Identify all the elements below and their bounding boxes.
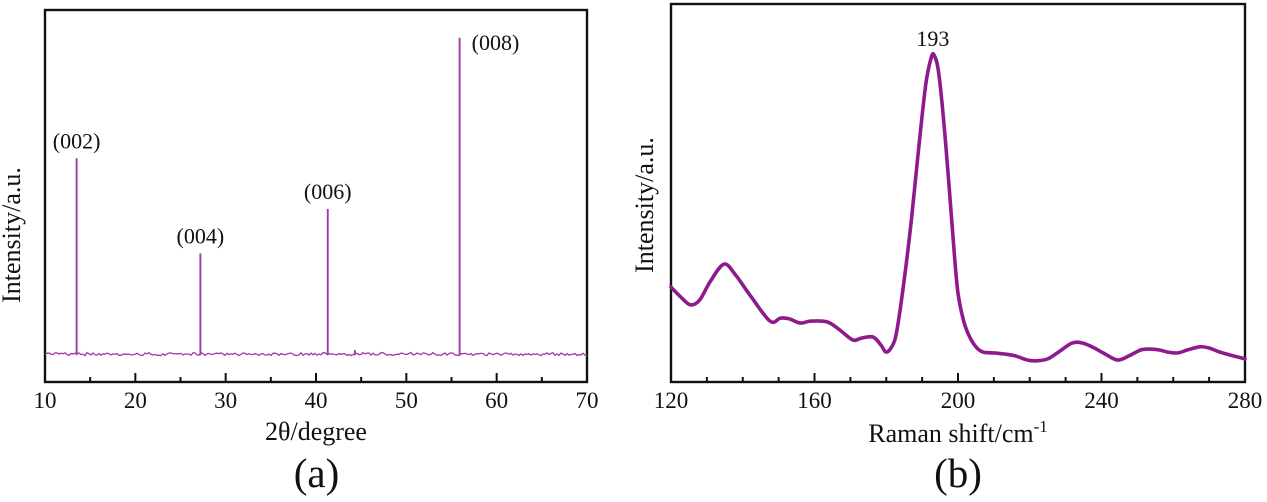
x-tick-label: 70 (576, 388, 599, 413)
peak-label: (002) (53, 128, 101, 153)
x-tick-label: 40 (305, 388, 328, 413)
panel-a-caption: (a) (293, 450, 340, 496)
panel-b-caption: (b) (934, 450, 982, 496)
x-tick-label: 280 (1228, 388, 1263, 413)
raman-panel: 120 160 200 240 280 Raman shift/cm-1 Intensity… (630, 0, 1267, 502)
raman-plot-svg: 120 160 200 240 280 Raman shift/cm-1 Intensity… (630, 2, 1263, 448)
x-tick-label: 200 (941, 388, 976, 413)
x-tick-label: 10 (34, 388, 57, 413)
xrd-baseline (44, 351, 588, 357)
y-axis-label: Intensity/a.u. (633, 137, 659, 273)
xrd-panel: 10 20 30 40 50 60 70 2θ/degree Intensity/a.u. (00… (0, 0, 633, 502)
peak-annotation: 193 (916, 26, 949, 51)
x-tick-label: 60 (485, 388, 508, 413)
x-tick-label: 160 (797, 388, 832, 413)
x-tick-label: 50 (395, 388, 418, 413)
x-tick-label: 20 (124, 388, 147, 413)
peak-label: (004) (177, 223, 225, 248)
x-tick-label: 120 (654, 388, 689, 413)
plot-border (669, 2, 1247, 384)
peak-label: (008) (472, 30, 520, 55)
raman-curve (669, 51, 1247, 363)
x-axis-label: 2θ/degree (265, 417, 367, 446)
peak-label: (006) (304, 179, 352, 204)
x-axis-label: Raman shift/cm-1 (868, 417, 1048, 448)
x-tick-label: 30 (214, 388, 237, 413)
xrd-plot-svg: 10 20 30 40 50 60 70 2θ/degree Intensity/a.u. (00… (0, 8, 599, 446)
x-tick-label: 240 (1084, 388, 1119, 413)
y-axis-label: Intensity/a.u. (0, 167, 26, 303)
